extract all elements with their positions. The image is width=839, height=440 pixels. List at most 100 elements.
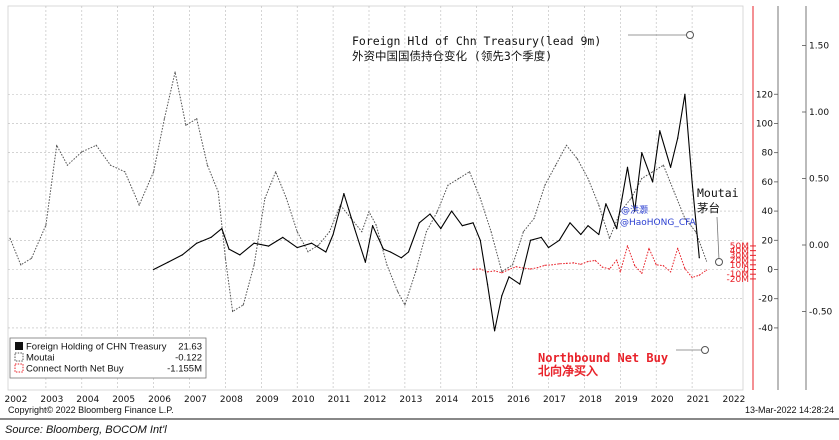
treasury-series-point (587, 225, 589, 227)
x-tick-label-2016: 2016 (507, 395, 530, 405)
northbound-callout-marker (701, 346, 709, 354)
legend-value-treasury: 21.63 (178, 342, 202, 353)
axes: 2002 2003 2004 2005 2006 2007 2008 2009 2010 2011… (4, 6, 833, 405)
northbound-series-point (655, 264, 657, 266)
treasury-series-point (677, 137, 679, 139)
outer-axis-tick-label-100: 100 (756, 119, 773, 129)
outer-axis-tick-label-80: 80 (762, 149, 774, 159)
moutai-series-point (533, 217, 535, 219)
treasury-series-point (267, 245, 270, 247)
right-axis-tick-label-0-50: -0.50 (809, 308, 833, 318)
moutai-series-point (598, 204, 600, 206)
treasury-series-point (389, 251, 392, 253)
northbound-series-point (472, 268, 474, 270)
northbound-series-point (537, 267, 539, 269)
treasury-series-point (429, 213, 431, 215)
treasury-series-point (221, 228, 223, 230)
treasury-series-point (501, 295, 503, 297)
moutai-series-point (641, 177, 643, 180)
red-axis-tick-label-20m: -20M (727, 275, 749, 285)
moutai-series-point (217, 191, 219, 193)
moutai-annotation-cn: 茅台 (697, 201, 720, 215)
moutai-series-point (275, 171, 277, 173)
moutai-series-point (587, 177, 589, 180)
moutai-series-point (232, 310, 234, 313)
x-tick-label-2020: 2020 (651, 395, 674, 405)
x-tick-label-2019: 2019 (615, 395, 638, 405)
moutai-series-point (318, 244, 320, 246)
northbound-series-point (494, 270, 496, 272)
northbound-series-point (641, 272, 643, 274)
treasury-series-point (652, 181, 654, 183)
x-tick-label-2018: 2018 (579, 395, 602, 405)
northbound-series-point (634, 265, 636, 267)
treasury-series-point (400, 257, 402, 259)
moutai-series-point (361, 231, 363, 233)
treasury-series-point (472, 222, 474, 224)
northbound-series-point (684, 268, 686, 270)
moutai-series-point (20, 264, 22, 266)
northbound-series-point (698, 274, 700, 276)
northbound-series-point (587, 260, 589, 263)
legend-box (9, 337, 207, 379)
treasury-series-point (634, 210, 636, 212)
red-axis-tick-label-50m: 50M (730, 242, 749, 252)
legend-swatch-northbound (14, 363, 24, 373)
x-tick-label-2006: 2006 (148, 395, 171, 405)
treasury-series-point (558, 239, 560, 241)
treasury-series-point (641, 152, 643, 154)
moutai-series-point (296, 231, 298, 233)
treasury-series-point (311, 242, 313, 244)
moutai-series-point (138, 204, 140, 206)
x-tick-label-2003: 2003 (40, 395, 63, 405)
treasury-series-point (296, 247, 298, 249)
moutai-series-point (652, 171, 654, 173)
treasury-annotation-en: Foreign Hld of Chn Treasury(lead 9m) (352, 34, 601, 48)
treasury-series-point (282, 236, 284, 238)
treasury-series-point (670, 166, 672, 168)
moutai-series-point (45, 224, 47, 226)
treasury-series-point (153, 268, 155, 271)
northbound-series-point (573, 262, 575, 264)
moutai-series-point (684, 217, 686, 219)
moutai-series-point (264, 197, 266, 199)
treasury-series-point (494, 330, 496, 332)
moutai-series-point (124, 171, 126, 173)
northbound-series-point (501, 272, 503, 274)
treasury-series-point (253, 242, 255, 244)
northbound-series-point (486, 271, 489, 273)
treasury-series-point (486, 283, 489, 285)
moutai-series-point (490, 231, 492, 233)
treasury-series-point (332, 233, 334, 236)
northbound-series-point (619, 271, 621, 273)
x-tick-label-2021: 2021 (687, 395, 710, 405)
moutai-series-point (425, 231, 427, 233)
legend: Foreign Holding of CHN Treasury 21.63 Mo… (9, 337, 207, 379)
northbound-series-point (670, 271, 672, 273)
moutai-series-point (109, 164, 112, 166)
treasury-series-point (228, 248, 230, 250)
moutai-series-point (328, 231, 331, 233)
moutai-series-point (95, 144, 97, 146)
moutai-callout-line (716, 216, 720, 261)
legend-swatch-moutai (14, 352, 24, 362)
moutai-series-point (375, 224, 377, 226)
outer-axis-tick-label-20: 20 (762, 236, 774, 246)
northbound-series-point (479, 268, 481, 270)
moutai-series-point (185, 124, 187, 126)
copyright-text: Copyright© 2022 Bloomberg Finance L.P. (8, 405, 174, 415)
x-tick-label-2005: 2005 (112, 395, 135, 405)
treasury-series-point (407, 251, 410, 253)
treasury-series-point (659, 130, 661, 132)
moutai-series-point (253, 264, 255, 266)
moutai-series-point (673, 191, 675, 193)
legend-label-treasury: Foreign Holding of CHN Treasury (26, 342, 167, 353)
northbound-series-point (648, 247, 650, 249)
moutai-series-point (695, 231, 697, 233)
x-tick-label-2022: 2022 (722, 395, 745, 405)
moutai-series-point (458, 177, 460, 180)
treasury-series-point (440, 228, 442, 230)
moutai-series-point (522, 231, 525, 233)
moutai-series-point (630, 197, 632, 199)
